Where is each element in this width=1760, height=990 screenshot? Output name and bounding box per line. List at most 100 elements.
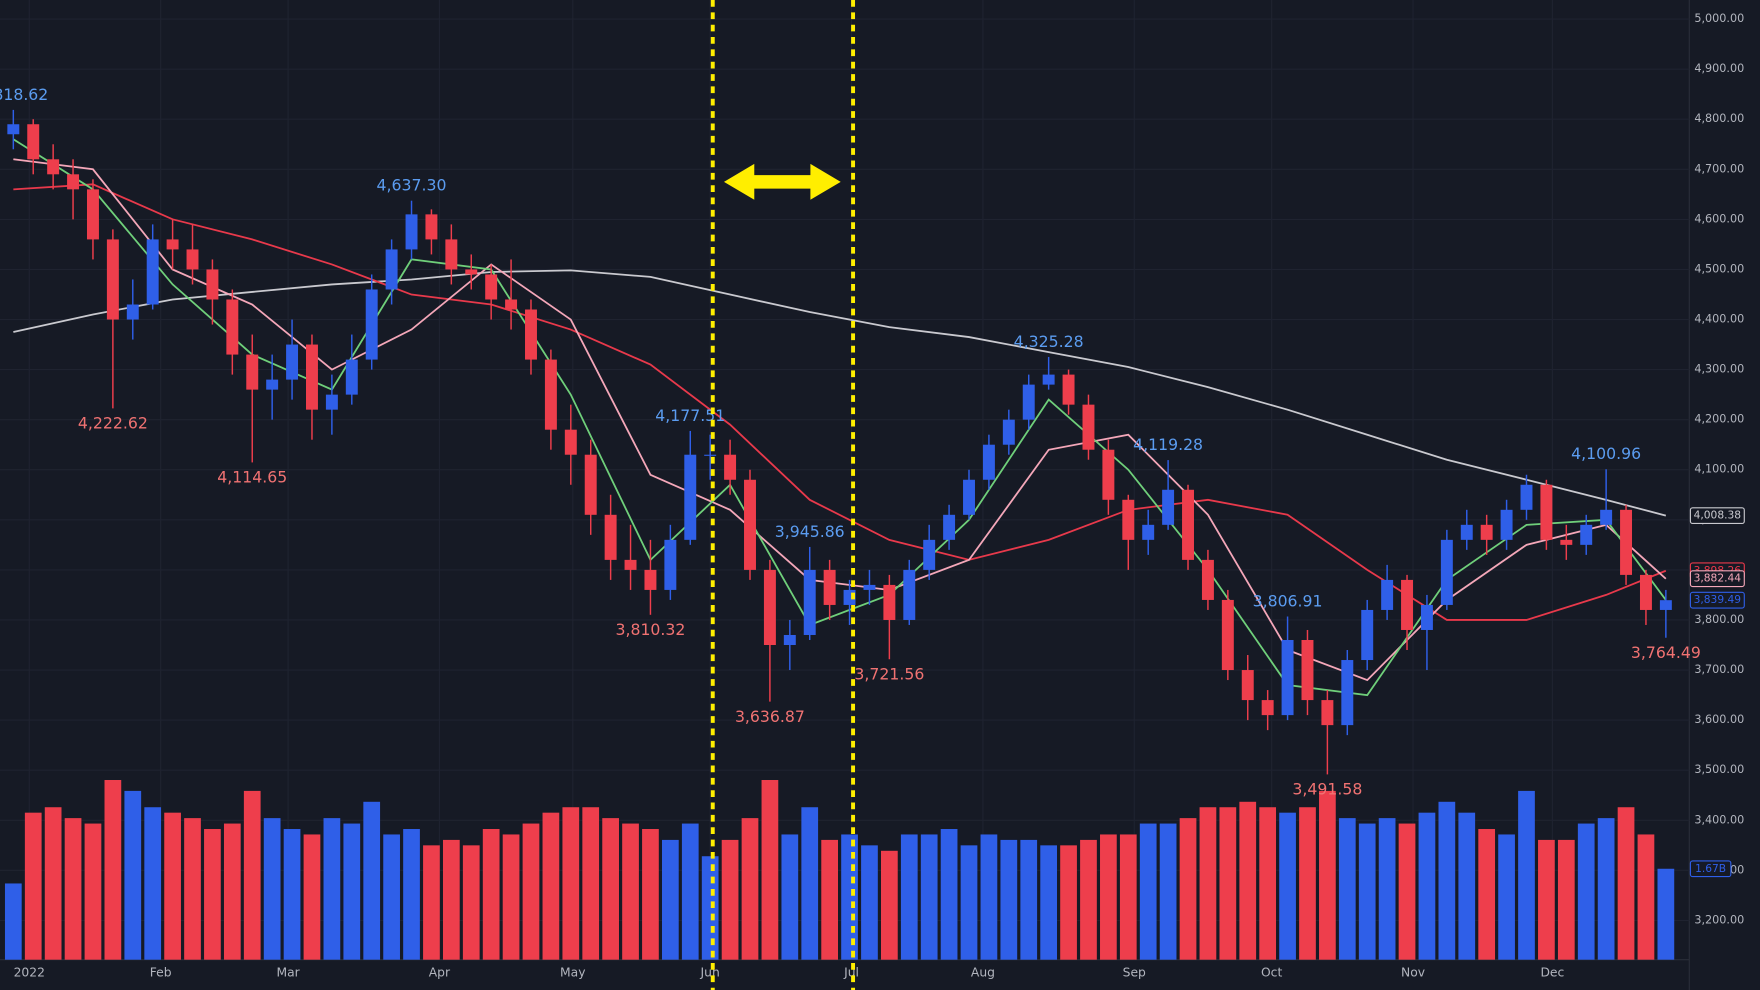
volume-bar bbox=[1060, 845, 1077, 960]
candle-body bbox=[1162, 489, 1175, 525]
candle-body bbox=[47, 159, 60, 175]
volume-bar bbox=[1219, 807, 1237, 960]
volume-bar bbox=[1398, 823, 1416, 960]
volume-bar bbox=[84, 823, 102, 960]
candle-body bbox=[345, 359, 358, 395]
volume-bar bbox=[502, 834, 520, 960]
y-tick-label: 4,100.00 bbox=[1694, 463, 1744, 476]
candle-body bbox=[206, 269, 219, 300]
volume-bar bbox=[1538, 839, 1555, 960]
volume-bar bbox=[164, 812, 181, 960]
x-tick-label: Dec bbox=[1540, 966, 1564, 980]
volume-bar bbox=[403, 829, 420, 960]
volume-bar bbox=[24, 812, 42, 960]
extreme-label: 3,721.56 bbox=[854, 664, 924, 683]
candle-body bbox=[684, 454, 697, 540]
volume-bar bbox=[204, 829, 221, 960]
x-tick-label: Jun bbox=[700, 966, 720, 980]
y-tick-label: 4,300.00 bbox=[1694, 363, 1744, 376]
candle-body bbox=[544, 359, 557, 430]
candle-body bbox=[843, 589, 856, 605]
volume-bar bbox=[1637, 834, 1655, 960]
price-tag-label: 4,008.38 bbox=[1694, 509, 1742, 522]
volume-bar bbox=[1498, 834, 1515, 960]
candle-body bbox=[1639, 574, 1652, 610]
y-tick-label: 4,500.00 bbox=[1694, 262, 1744, 275]
candle-body bbox=[27, 124, 40, 160]
volume-bar bbox=[1478, 829, 1496, 960]
candle-body bbox=[744, 479, 756, 570]
candle-body bbox=[1321, 700, 1334, 726]
candle-body bbox=[525, 309, 537, 360]
volume-bar bbox=[1438, 801, 1456, 960]
candle-body bbox=[286, 344, 299, 380]
y-tick-label: 3,200.00 bbox=[1694, 913, 1744, 926]
volume-bar bbox=[1159, 823, 1177, 960]
volume-bar bbox=[1617, 807, 1635, 960]
y-tick-label: 4,600.00 bbox=[1694, 212, 1744, 225]
y-tick-label: 4,800.00 bbox=[1694, 112, 1744, 125]
extreme-label: 4,119.28 bbox=[1133, 435, 1203, 454]
y-tick-label: 3,800.00 bbox=[1694, 613, 1744, 626]
candle-body bbox=[186, 249, 199, 270]
volume-bar bbox=[602, 818, 619, 960]
candle-body bbox=[1540, 484, 1553, 540]
volume-bar bbox=[144, 807, 162, 960]
volume-tag-label: 1.67B bbox=[1695, 862, 1726, 875]
volume-bar bbox=[184, 818, 201, 960]
volume-bar bbox=[562, 807, 580, 960]
volume-bar bbox=[1597, 818, 1615, 960]
volume-bar bbox=[522, 823, 540, 960]
volume-bar bbox=[960, 845, 978, 960]
candle-body bbox=[1480, 524, 1493, 540]
candle-body bbox=[1301, 639, 1314, 701]
volume-bar bbox=[1239, 801, 1257, 960]
volume-bar bbox=[323, 818, 341, 960]
candle-body bbox=[1281, 639, 1294, 716]
extreme-label: 3,945.86 bbox=[775, 522, 845, 541]
candle-body bbox=[584, 454, 597, 515]
candle-body bbox=[763, 569, 776, 646]
volume-bar bbox=[303, 834, 321, 960]
volume-bar bbox=[104, 780, 122, 960]
extreme-label: 4,818.62 bbox=[0, 85, 48, 104]
extreme-label: 4,325.28 bbox=[1014, 332, 1084, 351]
x-tick-label: Nov bbox=[1401, 966, 1425, 980]
volume-bar bbox=[582, 807, 600, 960]
volume-bar bbox=[1299, 807, 1316, 960]
volume-bar bbox=[821, 839, 838, 960]
y-tick-label: 3,400.00 bbox=[1694, 813, 1744, 826]
volume-bar bbox=[661, 839, 679, 960]
candle-body bbox=[1659, 600, 1672, 610]
range-marker bbox=[710, 0, 856, 990]
candle-body bbox=[67, 174, 80, 190]
candle-body bbox=[1022, 384, 1035, 420]
candle-body bbox=[1122, 499, 1135, 540]
candle-body bbox=[604, 514, 617, 560]
extreme-label: 3,636.87 bbox=[735, 707, 805, 726]
volume-bar bbox=[363, 801, 381, 960]
candle-body bbox=[465, 269, 478, 275]
candle-body bbox=[385, 249, 398, 290]
candle-body bbox=[425, 214, 438, 240]
candle-body bbox=[803, 569, 816, 635]
candle-body bbox=[963, 479, 975, 515]
volume-bar bbox=[920, 834, 938, 960]
candle-body bbox=[505, 299, 518, 310]
candle-body bbox=[306, 344, 318, 410]
candle-body bbox=[1102, 449, 1115, 500]
volume-bar bbox=[1557, 839, 1575, 960]
candle-body bbox=[982, 444, 995, 480]
candle-body bbox=[246, 354, 259, 390]
volume-bar bbox=[940, 829, 958, 960]
candle-body bbox=[624, 559, 637, 570]
volume-bar bbox=[1338, 818, 1356, 960]
candle-body bbox=[664, 539, 677, 590]
candle-body bbox=[1620, 509, 1633, 575]
extreme-label: 3,491.58 bbox=[1292, 780, 1362, 799]
volume-bar bbox=[622, 823, 639, 960]
candle-body bbox=[86, 189, 99, 240]
candle-body bbox=[1401, 579, 1414, 630]
volume-bar bbox=[1100, 834, 1117, 960]
